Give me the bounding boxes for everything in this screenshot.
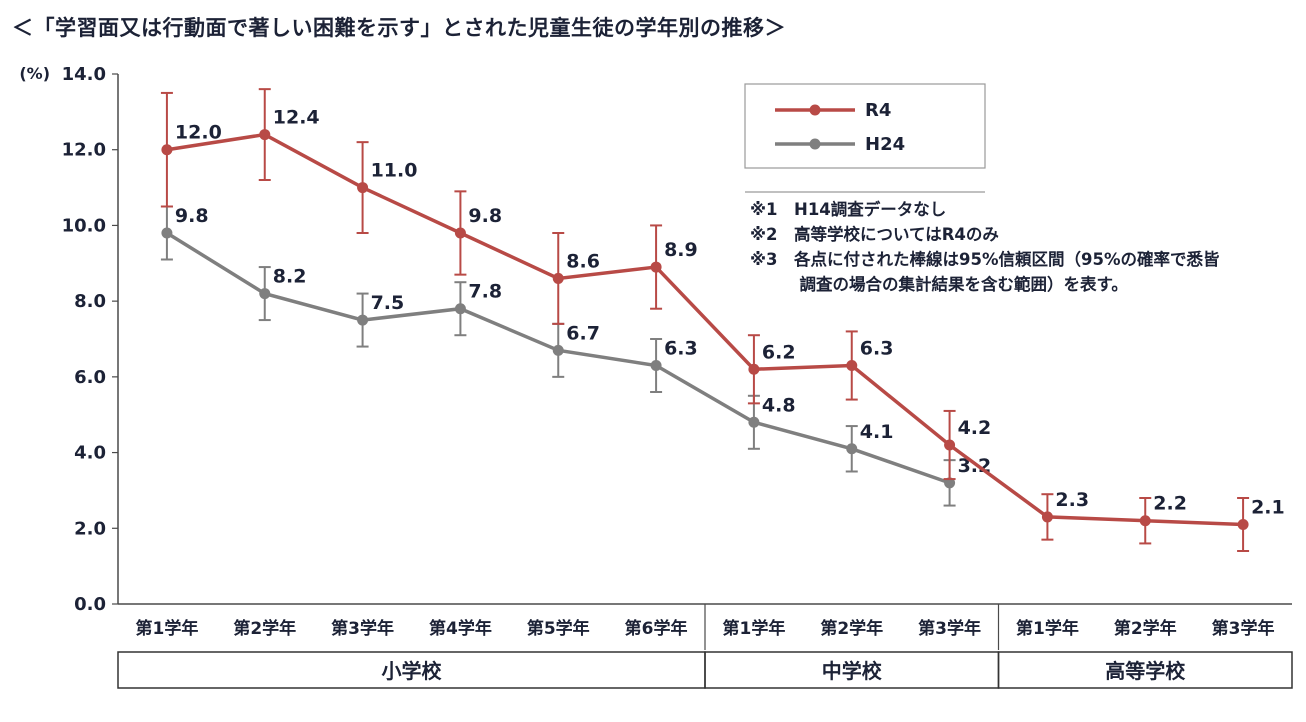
data-point-label: 6.3 [860,338,894,360]
line-chart: 0.0 2.0 4.0 6.0 8.0 10.0 12.0 14.0 (%) 第1学年 第2学年 第3… [19,64,1293,689]
x-tick-label: 第6学年 [625,618,688,639]
data-point-marker [846,360,858,371]
legend-entry-R4: R4 [775,100,891,121]
note-line: ※3 各点に付された棒線は95%信頼区間（95%の確率で悉皆 [750,249,1220,269]
y-tick-label: 0.0 [74,594,106,615]
x-tick-label: 第2学年 [1114,618,1177,639]
data-point-marker [1139,515,1151,527]
data-point-label: 2.3 [1055,489,1089,511]
data-point-marker [552,344,564,356]
school-group-label: 中学校 [822,659,883,683]
chart-title: ＜「学習面又は行動面で著しい困難を示す」とされた児童生徒の学年別の推移＞ [12,16,786,40]
data-point-marker [1237,519,1249,530]
x-tick-label: 第1学年 [1016,618,1079,639]
x-tick-label: 第2学年 [233,618,296,639]
data-point-marker [944,477,956,489]
data-point-label: 4.2 [958,417,992,439]
data-point-label: 12.0 [175,122,222,144]
data-point-marker [454,303,466,315]
data-point-marker [944,439,956,451]
note-line: ※1 H14調査データなし [750,199,946,219]
data-point-label: 8.2 [273,266,307,288]
x-tick-label: 第5学年 [527,618,590,639]
chart-area: 0.0 2.0 4.0 6.0 8.0 10.0 12.0 14.0 (%) 第1学年 第2学年 第3… [0,52,1306,712]
legend-marker-icon [809,138,821,150]
data-point-marker [748,363,760,375]
data-point-label: 7.5 [371,292,405,314]
legend-entry-H24: H24 [775,134,905,155]
data-point-label: 8.9 [664,239,698,261]
data-point-marker [454,227,466,239]
x-tick-label: 第2学年 [820,618,883,639]
x-tick-label: 第3学年 [331,618,394,639]
y-tick-label: 2.0 [74,518,106,539]
data-point-label: 9.8 [175,205,209,227]
school-group-label: 高等学校 [1105,659,1186,683]
data-point-marker [1041,511,1053,523]
x-tick-label: 第3学年 [1212,618,1275,639]
data-point-label: 2.1 [1251,497,1285,519]
data-point-marker [650,360,662,371]
data-point-marker [161,144,173,156]
data-point-marker [161,227,173,239]
legend-label: R4 [865,100,891,121]
series-H24: 9.88.27.57.86.76.34.84.13.2 [160,205,991,507]
series-line [166,132,1244,527]
y-tick-label: 12.0 [62,140,106,161]
legend-label: H24 [865,134,905,155]
data-point-label: 6.3 [664,338,698,360]
legend-marker-icon [809,104,821,116]
x-tick-label: 第3学年 [918,618,981,639]
note-line: 調査の場合の集計結果を含む範囲）を表す。 [750,274,1128,294]
data-point-marker [748,416,760,428]
y-tick-label: 14.0 [62,64,106,85]
series-R4: 12.0 12.4 11.0 9.8 8.6 8.9 6.2 6.3 4.2 2.3 2.2 2.1 [160,88,1285,552]
y-tick-label: 8.0 [74,291,106,312]
school-group-box [997,651,1293,689]
data-point-label: 12.4 [273,107,320,129]
legend-box [744,83,986,169]
data-point-label: 2.2 [1153,493,1187,515]
x-tick-label: 第1学年 [135,618,198,639]
y-tick-label: 4.0 [74,443,106,464]
data-point-marker [357,314,369,326]
data-point-label: 6.7 [566,322,600,344]
data-point-label: 8.6 [566,250,600,272]
y-axis-unit-label: (%) [19,64,50,83]
data-point-marker [259,129,271,141]
data-point-label: 9.8 [468,205,502,227]
data-point-label: 11.0 [371,160,418,182]
data-point-label: 7.8 [468,281,502,303]
data-point-marker [357,182,369,194]
data-point-label: 6.2 [762,341,796,363]
data-point-marker [650,261,662,273]
y-tick-label: 6.0 [74,367,106,388]
data-point-marker [846,443,858,455]
data-point-marker [259,288,271,300]
note-line: ※2 高等学校についてはR4のみ [750,224,999,244]
x-tick-label: 第4学年 [429,618,492,639]
x-tick-label: 第1学年 [722,618,785,639]
y-tick-label: 10.0 [62,215,106,236]
data-point-marker [552,272,564,284]
data-point-label: 4.8 [762,394,796,416]
school-group-label: 小学校 [382,659,443,683]
data-point-label: 4.1 [860,421,894,443]
